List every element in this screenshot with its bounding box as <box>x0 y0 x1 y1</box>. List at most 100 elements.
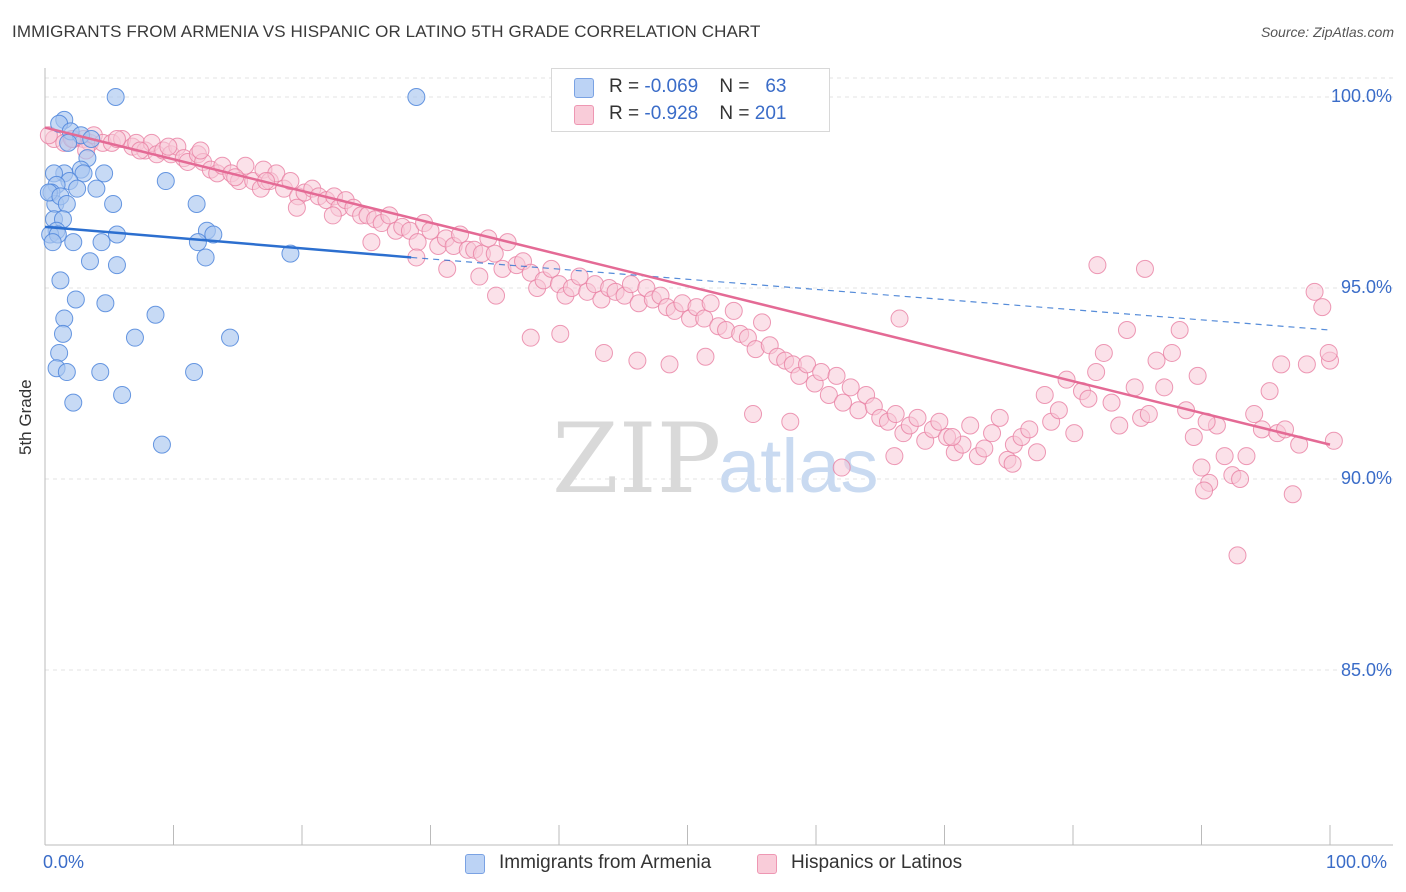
data-point-hispanic <box>362 233 381 252</box>
data-point-armenia <box>187 194 206 213</box>
data-point-hispanic <box>819 385 838 404</box>
data-point-hispanic <box>696 347 715 366</box>
data-point-armenia <box>152 435 171 454</box>
data-point-hispanic <box>812 363 831 382</box>
data-point-hispanic <box>1297 355 1316 374</box>
data-point-hispanic <box>724 301 743 320</box>
y-axis-label: 5th Grade <box>16 379 35 455</box>
data-point-armenia <box>57 194 76 213</box>
data-point-hispanic <box>1079 389 1098 408</box>
data-point-hispanic <box>1195 481 1214 500</box>
legend-swatch-blue <box>574 78 594 98</box>
data-point-hispanic <box>594 343 613 362</box>
data-point-hispanic <box>1184 427 1203 446</box>
trend-line-hispanic <box>44 126 1331 446</box>
data-point-hispanic <box>961 416 980 435</box>
data-point-hispanic <box>660 355 679 374</box>
data-point-armenia <box>66 290 85 309</box>
data-point-hispanic <box>886 405 905 424</box>
data-point-armenia <box>185 363 204 382</box>
data-point-hispanic <box>908 408 927 427</box>
legend-r-value: -0.069 <box>644 76 699 97</box>
data-point-hispanic <box>1125 378 1144 397</box>
data-point-hispanic <box>1049 401 1068 420</box>
data-point-hispanic <box>1102 393 1121 412</box>
data-point-hispanic <box>487 286 506 305</box>
data-point-hispanic <box>236 156 255 175</box>
data-point-hispanic <box>287 198 306 217</box>
data-point-armenia <box>156 172 175 191</box>
data-point-hispanic <box>1319 343 1338 362</box>
data-point-hispanic <box>1139 405 1158 424</box>
y-tick-label: 95.0% <box>1340 277 1392 297</box>
data-point-hispanic <box>485 244 504 263</box>
correlation-legend: R = -0.069 N = 63 R = -0.928 N = 201 <box>551 68 830 132</box>
data-point-armenia <box>51 271 70 290</box>
legend-label: Hispanics or Latinos <box>791 852 963 873</box>
data-point-armenia <box>104 194 123 213</box>
data-point-hispanic <box>551 324 570 343</box>
data-point-hispanic <box>1035 385 1054 404</box>
data-point-hispanic <box>1028 443 1047 462</box>
data-point-hispanic <box>470 267 489 286</box>
data-point-hispanic <box>1110 416 1129 435</box>
data-point-hispanic <box>1188 366 1207 385</box>
data-point-hispanic <box>983 424 1002 443</box>
series-immigrants-from-armenia <box>39 88 426 454</box>
data-point-armenia <box>80 252 99 271</box>
data-point-hispanic <box>542 259 561 278</box>
data-point-hispanic <box>1313 298 1332 317</box>
data-point-hispanic <box>1117 321 1136 340</box>
data-point-hispanic <box>1162 343 1181 362</box>
series-legend: Immigrants from Armenia Hispanics or Lat… <box>0 852 1406 876</box>
data-point-hispanic <box>943 427 962 446</box>
data-point-armenia <box>107 256 126 275</box>
y-tick-label: 90.0% <box>1340 468 1392 488</box>
data-point-hispanic <box>621 275 640 294</box>
data-point-armenia <box>55 309 74 328</box>
data-point-armenia <box>64 393 83 412</box>
watermark-zip: ZIP <box>552 403 721 515</box>
data-point-armenia <box>68 179 87 198</box>
data-point-hispanic <box>827 366 846 385</box>
data-point-hispanic <box>885 447 904 466</box>
data-point-armenia <box>204 225 223 244</box>
data-point-hispanic <box>890 309 909 328</box>
data-point-armenia <box>74 164 93 183</box>
data-point-hispanic <box>1155 378 1174 397</box>
data-point-armenia <box>281 244 300 263</box>
data-point-hispanic <box>930 412 949 431</box>
data-point-armenia <box>407 88 426 106</box>
data-point-hispanic <box>1231 470 1250 488</box>
data-point-hispanic <box>841 378 860 397</box>
data-point-hispanic <box>1088 256 1107 275</box>
data-point-hispanic <box>570 267 589 286</box>
trend-line-armenia <box>44 225 412 259</box>
data-point-hispanic <box>1283 485 1302 504</box>
data-point-hispanic <box>832 458 851 477</box>
legend-r-label: R = <box>609 76 645 97</box>
data-point-hispanic <box>695 309 714 328</box>
data-point-hispanic <box>849 401 868 420</box>
data-point-hispanic <box>1237 447 1256 466</box>
data-point-armenia <box>113 385 132 404</box>
data-point-armenia <box>53 324 72 343</box>
data-point-hispanic <box>1324 431 1343 450</box>
data-point-armenia <box>91 363 110 382</box>
data-point-hispanic <box>521 328 540 347</box>
legend-swatch-pink <box>757 854 777 874</box>
chart-title: IMMIGRANTS FROM ARMENIA VS HISPANIC OR L… <box>12 22 761 41</box>
data-point-armenia <box>125 328 144 347</box>
data-point-hispanic <box>1065 424 1084 443</box>
data-point-hispanic <box>798 355 817 374</box>
data-point-hispanic <box>281 172 300 191</box>
trend-lines <box>44 126 1331 446</box>
source-label: Source: ZipAtlas.com <box>1260 24 1394 40</box>
data-point-hispanic <box>1245 405 1264 424</box>
x-tick-label-max: 100.0% <box>1326 852 1388 872</box>
data-point-hispanic <box>1228 546 1247 565</box>
legend-r-value: -0.928 <box>644 103 699 124</box>
data-point-armenia <box>196 248 215 267</box>
data-point-armenia <box>95 164 114 183</box>
data-point-armenia <box>188 233 207 252</box>
